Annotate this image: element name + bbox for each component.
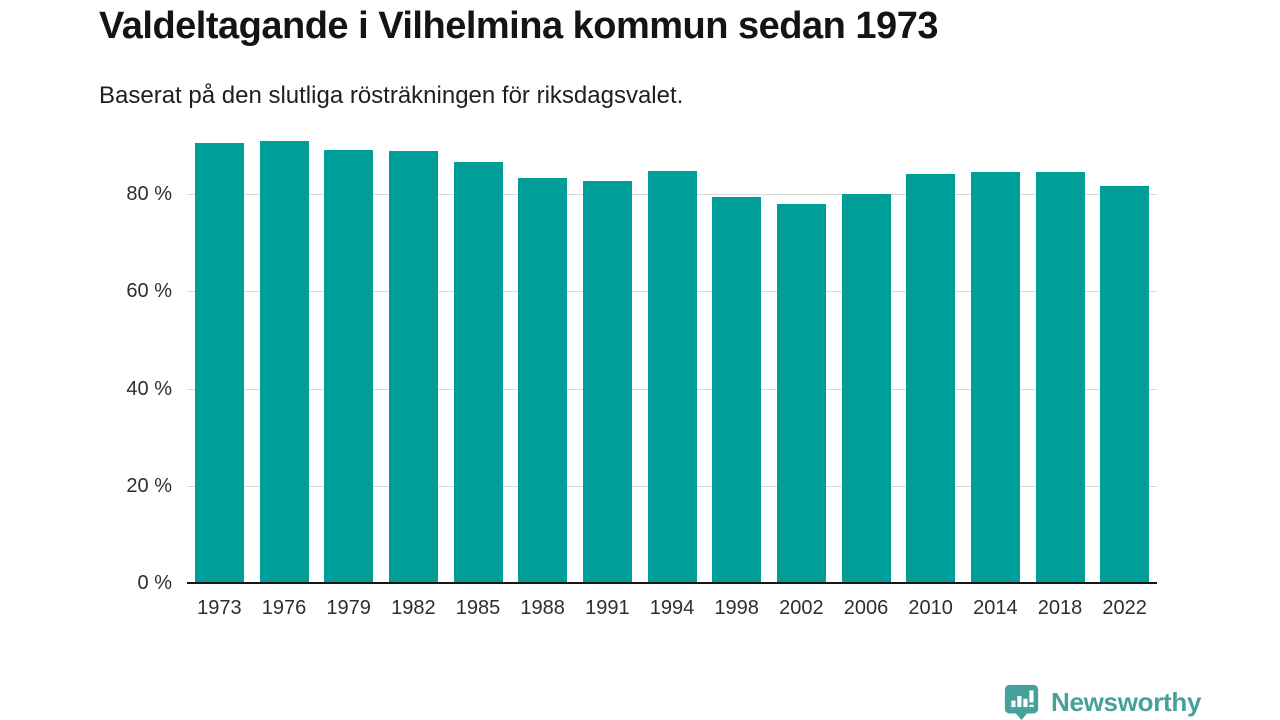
bar-1973: [194, 142, 244, 583]
x-axis-tick-label-2022: 2022: [1102, 597, 1147, 619]
bar-1994: [647, 171, 697, 583]
page-title: Valdeltagande i Vilhelmina kommun sedan …: [99, 5, 938, 47]
brand-logo: Newsworthy: [1003, 683, 1201, 720]
x-axis-tick-label-1976: 1976: [261, 597, 307, 619]
y-axis-tick-label-0: 0 %: [137, 572, 172, 594]
x-axis-tick-label-1985: 1985: [455, 597, 501, 619]
bar-1979: [324, 150, 374, 583]
y-axis-tick-label-40: 40 %: [126, 378, 172, 400]
x-axis-tick-label-1988: 1988: [520, 597, 565, 619]
x-axis-tick-label-1991: 1991: [585, 597, 630, 619]
bar-2014: [970, 172, 1020, 583]
x-axis-tick-label-1979: 1979: [326, 597, 371, 619]
x-axis-tick-label-2002: 2002: [779, 597, 824, 619]
bar-1976: [259, 141, 309, 583]
x-axis-tick-label-2010: 2010: [908, 597, 953, 619]
x-axis-tick-label-1998: 1998: [714, 597, 759, 619]
page-subtitle: Baserat på den slutliga rösträkningen fö…: [99, 82, 684, 109]
bar-2022: [1100, 185, 1150, 583]
x-axis-tick-label-2018: 2018: [1037, 597, 1083, 619]
newsworthy-speech-bubble-bar-chart-icon: [1004, 684, 1039, 720]
x-axis-tick-label-2014: 2014: [973, 597, 1018, 619]
bar-1985: [453, 161, 503, 583]
bar-1991: [582, 180, 632, 583]
bar-1998: [712, 197, 762, 583]
y-axis-tick-label-80: 80 %: [126, 183, 172, 205]
x-axis-baseline: [187, 582, 1157, 584]
x-axis-tick-label-1994: 1994: [649, 597, 695, 619]
x-axis-tick-label-2006: 2006: [843, 597, 889, 619]
bar-2010: [906, 173, 956, 583]
y-axis-tick-label-20: 20 %: [126, 475, 172, 497]
bar-2018: [1035, 172, 1085, 583]
x-axis-tick-label-1973: 1973: [197, 597, 242, 619]
x-axis-tick-label-1982: 1982: [391, 597, 436, 619]
bar-1988: [518, 177, 568, 583]
bar-2002: [776, 203, 826, 583]
y-axis-tick-label-60: 60 %: [126, 280, 172, 302]
brand-name: Newsworthy: [1051, 686, 1202, 717]
bar-2006: [841, 193, 891, 583]
bar-1982: [388, 150, 438, 583]
